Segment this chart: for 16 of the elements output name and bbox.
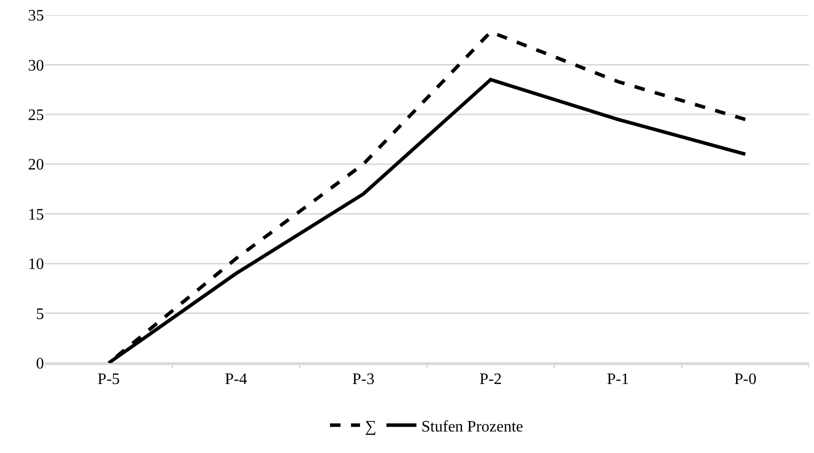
y-tick-label: 35 [28, 8, 44, 25]
x-tick-label: P-2 [480, 370, 502, 388]
x-tick-label: P-1 [606, 370, 630, 388]
x-tick-label: P-3 [352, 370, 374, 388]
x-tick-label: P-0 [734, 370, 756, 388]
x-tick-label: P-4 [224, 370, 248, 388]
y-tick-label: 10 [28, 256, 44, 274]
y-tick-label: 0 [36, 356, 44, 373]
y-tick-label: 20 [28, 156, 44, 174]
y-tick-label: 15 [28, 206, 44, 224]
y-tick-label: 25 [28, 107, 44, 124]
y-tick-label: 5 [36, 306, 44, 323]
x-tick-label: P-5 [98, 370, 120, 388]
legend-label: Stufen Prozente [421, 418, 524, 436]
y-tick-label: 30 [28, 57, 44, 74]
legend-label: ∑ [365, 418, 376, 436]
